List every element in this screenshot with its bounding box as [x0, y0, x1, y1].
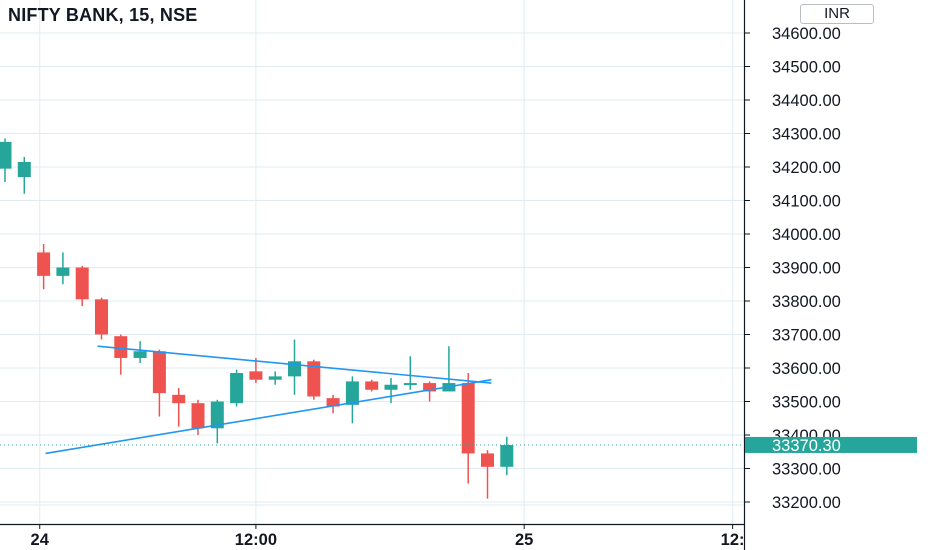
currency-button[interactable]: INR: [800, 4, 874, 24]
trendline[interactable]: [45, 378, 492, 455]
candle-body: [95, 299, 108, 335]
price-tick-label: 33300.00: [772, 461, 841, 479]
candle-body: [365, 381, 379, 390]
price-tick-label: 33500.00: [772, 394, 841, 412]
price-tick-label: 34400.00: [772, 92, 841, 110]
price-tick-label: 34000.00: [772, 226, 841, 244]
candle-body: [133, 351, 147, 358]
candle-body: [56, 267, 70, 276]
candle-body: [481, 453, 494, 467]
price-tick-label: 34300.00: [772, 126, 841, 144]
time-tick-label: 24: [31, 531, 50, 549]
price-tick-label: 34600.00: [772, 25, 841, 43]
time-tick-label: 25: [515, 531, 533, 549]
last-price-label: 33370.30: [772, 437, 841, 455]
time-tick-label: 12:00: [235, 531, 277, 549]
candle-body: [75, 267, 89, 300]
candle-body: [210, 401, 224, 429]
candle-body: [423, 383, 437, 392]
candle-body: [0, 141, 12, 169]
price-tick-label: 34100.00: [772, 193, 841, 211]
candle-body: [152, 351, 166, 394]
last-price-badge: [745, 436, 917, 453]
candle-body: [326, 398, 340, 407]
price-tick-label: 33200.00: [772, 494, 841, 512]
candle-body: [172, 394, 186, 404]
candle-body: [403, 383, 417, 386]
trendline[interactable]: [97, 345, 492, 384]
candle-body: [268, 376, 282, 380]
price-tick-label: 34500.00: [772, 59, 841, 77]
candle-body: [191, 403, 205, 429]
candle-body: [230, 373, 244, 404]
candle-body: [249, 371, 263, 380]
candle-body: [345, 381, 359, 405]
price-tick-label: 33900.00: [772, 260, 841, 278]
symbol-title: NIFTY BANK, 15, NSE: [8, 5, 198, 25]
candle-body: [307, 361, 321, 397]
candle-body: [461, 383, 475, 454]
candle-body: [17, 161, 31, 178]
candle-body: [37, 252, 51, 276]
price-tick-label: 34200.00: [772, 159, 841, 177]
price-tick-label: 33600.00: [772, 360, 841, 378]
candle-body: [114, 336, 128, 358]
candle-body: [500, 445, 514, 467]
price-tick-label: 33700.00: [772, 327, 841, 345]
time-tick-label: 12:: [721, 531, 745, 549]
price-tick-label: 33800.00: [772, 293, 841, 311]
candle-body: [384, 384, 398, 390]
